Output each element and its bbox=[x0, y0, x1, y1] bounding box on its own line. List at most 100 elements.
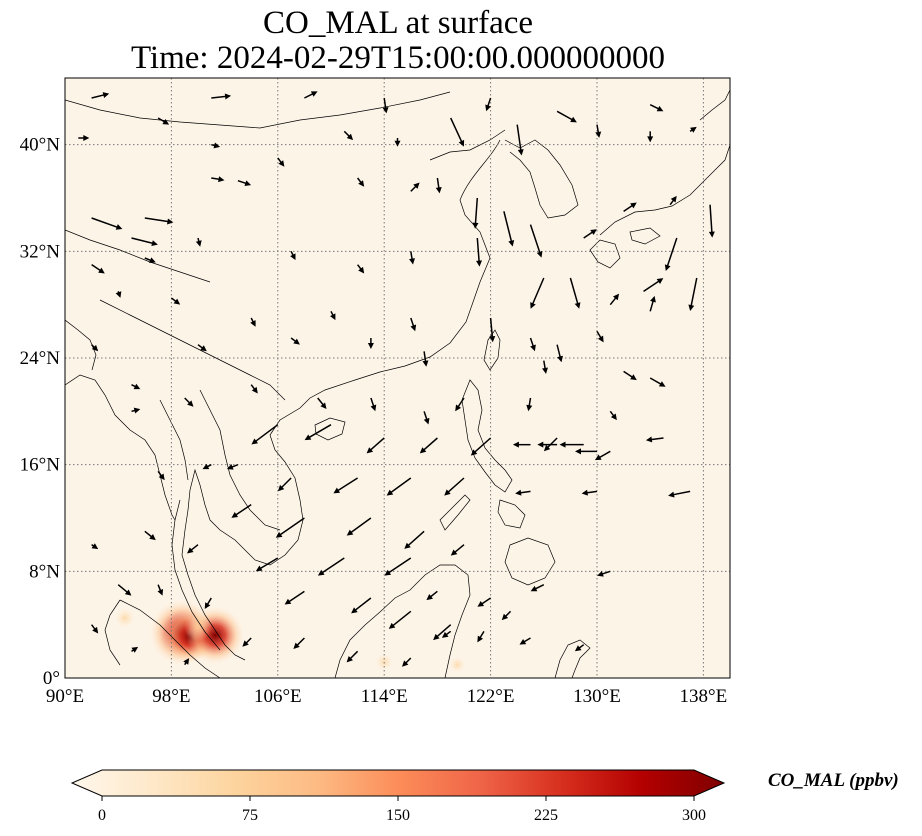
wind-vector-5 bbox=[556, 110, 577, 123]
wind-vector-60 bbox=[422, 351, 429, 367]
border-china-south bbox=[99, 299, 286, 401]
wind-vector-1 bbox=[211, 93, 232, 100]
wind-vector-31 bbox=[669, 195, 677, 206]
map-background bbox=[65, 78, 730, 678]
wind-vector-103 bbox=[187, 544, 199, 554]
wind-vector-23 bbox=[211, 176, 225, 183]
wind-vector-24 bbox=[237, 179, 252, 187]
coastline-korea bbox=[504, 139, 579, 219]
wind-vector-3 bbox=[382, 97, 389, 114]
wind-vector-55 bbox=[596, 330, 604, 343]
wind-vector-54 bbox=[556, 344, 563, 363]
colorbar-tick-label: 225 bbox=[534, 807, 558, 824]
wind-vector-121 bbox=[90, 624, 99, 634]
coastline-hokkaido bbox=[699, 89, 730, 121]
wind-vector-33 bbox=[664, 237, 678, 271]
coastline-mindanao bbox=[504, 537, 556, 586]
wind-vector-17 bbox=[277, 157, 285, 167]
coastline-liaodong bbox=[429, 129, 506, 161]
wind-vector-35 bbox=[643, 278, 664, 292]
wind-vector-7 bbox=[450, 117, 465, 147]
wind-vector-47 bbox=[115, 291, 122, 298]
coastline-japan-shikoku bbox=[629, 227, 661, 245]
wind-vector-27 bbox=[503, 211, 515, 247]
wind-vector-126 bbox=[346, 650, 359, 663]
wind-vector-57 bbox=[197, 344, 207, 352]
coastline-japan-honshu bbox=[599, 144, 730, 236]
wind-vector-120 bbox=[574, 644, 585, 652]
coastline-visayas bbox=[497, 499, 526, 529]
coastline-luzon bbox=[461, 379, 513, 493]
wind-vector-49 bbox=[250, 317, 256, 327]
map-subtitle-time: Time: 2024-02-29T15:00:00.000000000 bbox=[130, 40, 666, 76]
wind-vector-71 bbox=[526, 397, 533, 412]
wind-vector-95 bbox=[346, 517, 372, 536]
wind-vector-127 bbox=[402, 657, 412, 667]
wind-vector-81 bbox=[645, 436, 664, 443]
wind-vector-30 bbox=[623, 202, 637, 212]
wind-vector-70 bbox=[455, 397, 465, 412]
wind-vector-43 bbox=[409, 251, 415, 265]
wind-vector-14 bbox=[595, 124, 602, 138]
wind-vector-99 bbox=[581, 489, 598, 496]
wind-vector-67 bbox=[317, 397, 327, 409]
x-tick-label: 106°E bbox=[254, 686, 302, 707]
wind-vector-22 bbox=[131, 237, 158, 247]
wind-vector-96 bbox=[404, 530, 425, 549]
wind-vector-28 bbox=[529, 224, 543, 258]
y-tick-label: 8°N bbox=[29, 561, 60, 582]
coastline-myanmar bbox=[65, 374, 176, 521]
wind-vector-32 bbox=[708, 204, 715, 238]
border-tibet bbox=[65, 229, 211, 283]
wind-vector-124 bbox=[242, 637, 252, 647]
wind-vector-109 bbox=[530, 583, 545, 592]
x-axis-ticks: 90°E 98°E 106°E 114°E 122°E 130°E 138°E bbox=[46, 686, 727, 707]
colorbar: 0 75 150 225 300 bbox=[70, 769, 726, 824]
wind-vector-45 bbox=[530, 277, 545, 309]
wind-vector-69 bbox=[423, 411, 430, 425]
wind-vector-117 bbox=[433, 624, 452, 641]
wind-vector-10 bbox=[157, 117, 170, 125]
coastline-gulf-thailand bbox=[187, 468, 246, 551]
wind-vector-74 bbox=[251, 424, 279, 445]
concentration-field bbox=[114, 599, 466, 673]
wind-vector-111 bbox=[117, 584, 132, 596]
wind-vector-122 bbox=[131, 646, 139, 653]
wind-vector-40 bbox=[195, 237, 202, 247]
wind-vector-58 bbox=[290, 337, 300, 345]
wind-vector-110 bbox=[597, 570, 611, 577]
coastline-japan-kyushu bbox=[589, 239, 621, 269]
coastline-malay-peninsula bbox=[181, 509, 246, 661]
wind-vector-129 bbox=[501, 610, 512, 621]
wind-vector-48 bbox=[170, 297, 181, 305]
wind-vector-114 bbox=[284, 590, 305, 605]
wind-vector-83 bbox=[202, 463, 212, 470]
coastline-vietnam bbox=[244, 434, 304, 566]
wind-vector-15 bbox=[647, 131, 654, 143]
wind-vector-53 bbox=[529, 337, 536, 352]
wind-vector-64 bbox=[131, 383, 141, 390]
wind-vector-4 bbox=[485, 97, 492, 112]
coastline-mainland-china bbox=[269, 139, 501, 436]
wind-vectors bbox=[78, 91, 715, 667]
wind-vector-90 bbox=[537, 441, 558, 448]
wind-vector-46 bbox=[569, 277, 581, 309]
wind-vector-0 bbox=[91, 92, 110, 99]
x-tick-label: 122°E bbox=[467, 686, 515, 707]
y-axis-ticks: 0° 8°N 16°N 24°N 32°N 40°N bbox=[20, 135, 61, 689]
wind-vector-128 bbox=[441, 630, 452, 638]
wind-vector-94 bbox=[275, 517, 305, 538]
wind-vector-52 bbox=[489, 317, 496, 343]
coastline-sumatra bbox=[104, 599, 221, 678]
wind-vector-104 bbox=[255, 557, 279, 572]
y-tick-label: 40°N bbox=[20, 135, 61, 156]
wind-vector-91 bbox=[559, 441, 584, 448]
wind-vector-93 bbox=[231, 504, 252, 518]
x-tick-label: 130°E bbox=[573, 686, 621, 707]
wind-vector-72 bbox=[609, 410, 617, 421]
wind-vector-89 bbox=[512, 441, 531, 448]
colorbar-ticks: 0 75 150 225 300 bbox=[98, 796, 706, 824]
wind-vector-42 bbox=[357, 264, 365, 274]
x-tick-label: 114°E bbox=[361, 686, 408, 707]
y-tick-label: 0° bbox=[43, 668, 60, 689]
